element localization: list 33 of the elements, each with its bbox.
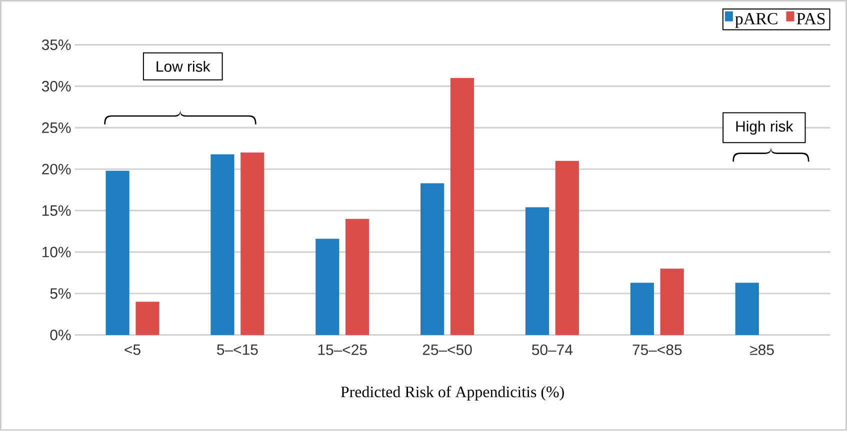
legend-label: pARC xyxy=(735,13,778,28)
x-tick-label: 75–<85 xyxy=(632,344,682,356)
x-tick-label: <5 xyxy=(124,344,140,356)
bar xyxy=(240,152,264,336)
y-tick-label: 0% xyxy=(50,330,71,340)
y-tick-label: 5% xyxy=(50,288,71,299)
x-tick-label: 15–<25 xyxy=(318,344,367,356)
bar xyxy=(136,302,160,336)
bar xyxy=(316,238,340,336)
bar xyxy=(630,282,654,336)
x-axis-title: Predicted Risk of Appendicitis (%) xyxy=(340,386,564,401)
annotation: Low risk xyxy=(156,60,210,72)
bar xyxy=(346,219,370,336)
x-tick-label: 5–<15 xyxy=(217,344,258,356)
x-tick-label: 25–<50 xyxy=(422,344,472,356)
bar xyxy=(735,282,759,336)
y-tick-label: 10% xyxy=(42,246,71,258)
x-tick-label: 50–74 xyxy=(532,344,573,356)
bar xyxy=(106,170,130,336)
bar xyxy=(555,160,579,336)
bar xyxy=(420,183,444,336)
y-tick-label: 25% xyxy=(42,122,71,134)
bar xyxy=(660,268,684,336)
bar xyxy=(525,207,550,336)
x-tick-label: ≥85 xyxy=(750,344,774,356)
bar xyxy=(450,78,474,336)
y-tick-label: 15% xyxy=(42,205,71,216)
annotation: High risk xyxy=(736,120,794,135)
y-tick-label: 30% xyxy=(42,81,71,92)
legend-label: PAS xyxy=(796,13,825,25)
bar xyxy=(210,154,234,336)
y-tick-label: 20% xyxy=(42,164,71,175)
y-tick-label: 35% xyxy=(42,40,71,50)
